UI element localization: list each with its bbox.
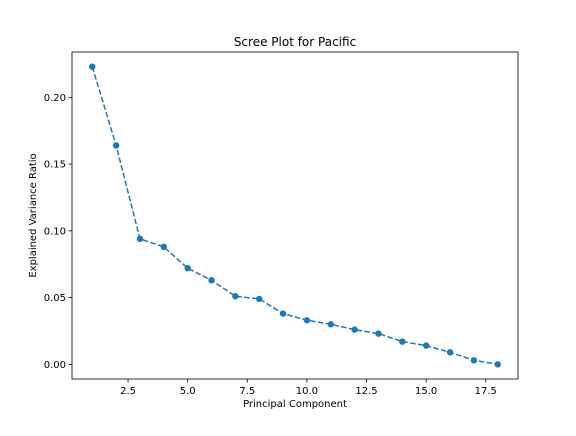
x-axis-label: Principal Component <box>243 399 347 410</box>
data-point <box>112 142 120 149</box>
data-point <box>89 63 96 70</box>
series-line <box>91 66 498 366</box>
y-tick-label: 0.05 <box>44 293 66 304</box>
data-point <box>375 330 382 337</box>
x-tick-label: 7.5 <box>239 386 255 397</box>
y-tick-label: 0.00 <box>44 360 66 371</box>
data-point <box>184 265 191 272</box>
data-point <box>351 326 358 333</box>
data-point <box>470 357 478 364</box>
data-point <box>422 342 430 349</box>
x-tick-label: 17.5 <box>475 386 497 397</box>
x-tick-label: 10.0 <box>296 386 318 397</box>
plot-area: 2.5 5.0 7.5 10.0 12.5 15.0 17.5 0.00 0.05 0.10 0.1… <box>44 51 519 397</box>
data-point <box>256 295 263 303</box>
data-point <box>136 235 144 243</box>
chart-title: Scree Plot for Pacific <box>234 35 356 49</box>
x-tick-label: 15.0 <box>415 386 437 397</box>
data-point <box>303 317 311 324</box>
x-tick-label: 2.5 <box>120 386 136 397</box>
data-point <box>399 338 406 345</box>
data-point <box>232 293 239 300</box>
data-point <box>160 243 168 251</box>
axes-frame <box>71 51 519 380</box>
data-point <box>327 321 334 328</box>
y-tick-label: 0.15 <box>44 160 66 171</box>
y-tick-label: 0.10 <box>44 226 66 237</box>
y-axis-label: Explained Variance Ratio <box>28 153 39 277</box>
data-point <box>494 361 501 368</box>
data-point <box>446 349 454 356</box>
data-point <box>279 310 287 317</box>
y-tick-label: 0.20 <box>44 93 66 104</box>
data-point <box>208 277 215 284</box>
x-tick-label: 12.5 <box>355 386 377 397</box>
x-tick-label: 5.0 <box>180 386 196 397</box>
